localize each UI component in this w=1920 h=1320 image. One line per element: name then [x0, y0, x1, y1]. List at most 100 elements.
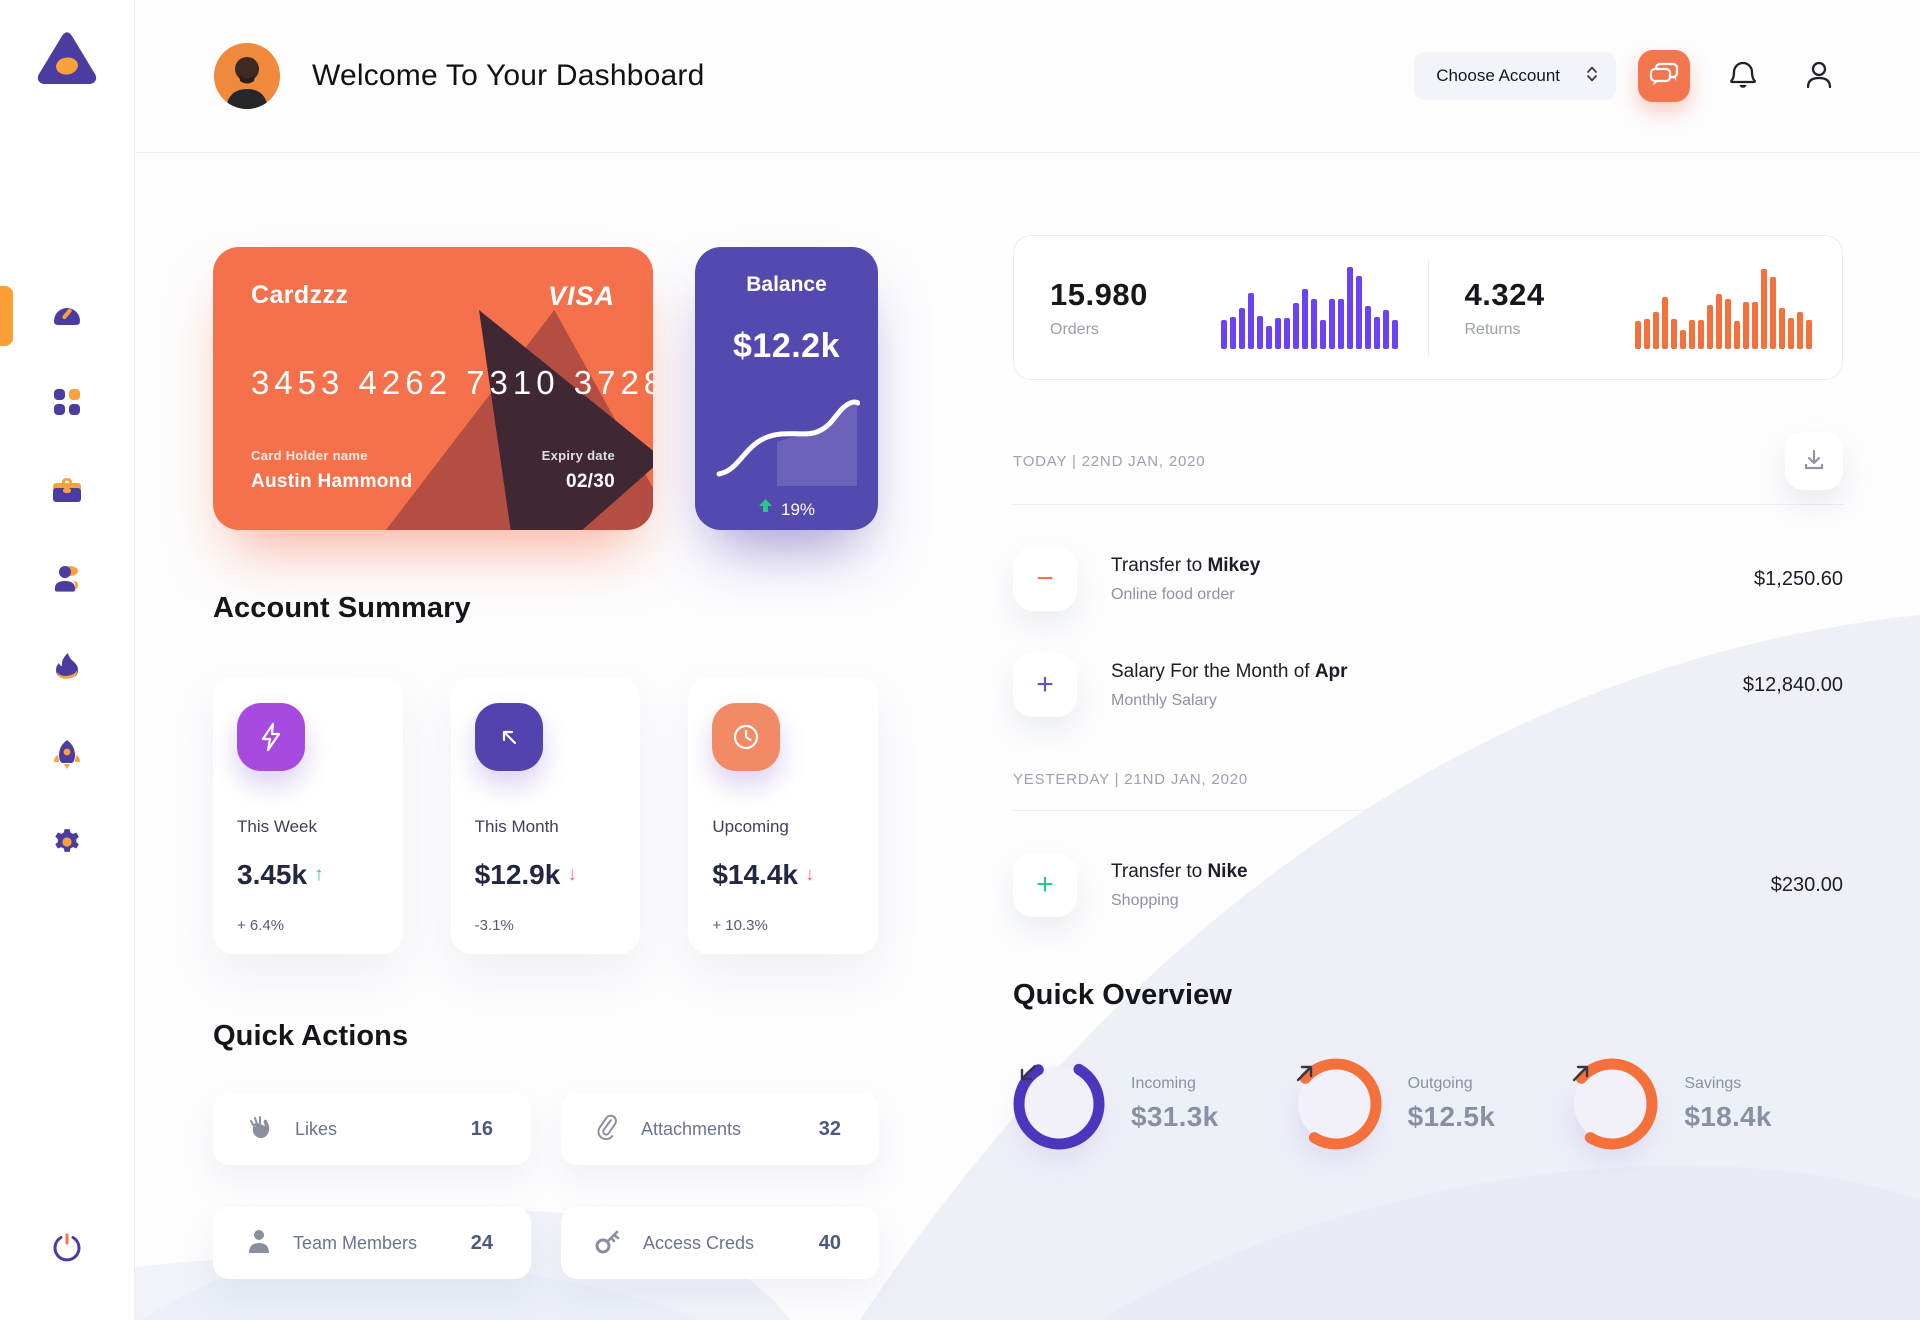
card-expiry-label: Expiry date [541, 448, 615, 463]
returns-value: 4.324 [1464, 276, 1545, 312]
cards-row: Cardzzz VISA 3453 4262 7310 3728 Card Ho… [213, 247, 878, 530]
summary-percent: + 6.4% [237, 917, 285, 934]
balance-amount: $12.2k [733, 327, 840, 365]
summary-value: $14.4k [712, 859, 798, 890]
action-label: Access Creds [643, 1232, 755, 1253]
overview-savings: Savings $18.4k [1566, 1058, 1843, 1150]
sidebar-item-dashboard[interactable] [0, 272, 134, 360]
arrow-up-right-icon [1290, 1058, 1382, 1150]
account-selector-label: Choose Account [1436, 66, 1560, 85]
rocket-icon [53, 739, 81, 774]
app-logo triangle-logo[interactable] [36, 30, 98, 86]
divider [1013, 504, 1843, 505]
tx-row-nike[interactable]: + Transfer to Nike Shopping $230.00 [1013, 853, 1843, 917]
team-icon [52, 564, 82, 597]
tx-row-salary[interactable]: + Salary For the Month of Apr Monthly Sa… [1013, 653, 1843, 717]
credit-card: Cardzzz VISA 3453 4262 7310 3728 Card Ho… [213, 247, 653, 530]
chat-button[interactable] [1638, 50, 1690, 102]
grid-icon [53, 388, 81, 421]
action-attachments[interactable]: Attachments 32 [561, 1093, 879, 1165]
left-column: Cardzzz VISA 3453 4262 7310 3728 Card Ho… [213, 247, 879, 1279]
tx-title: Transfer to Nike [1111, 860, 1248, 882]
sidebar-item-team[interactable] [0, 536, 134, 624]
incoming-ring [1013, 1058, 1105, 1150]
card-name: Cardzzz [251, 281, 349, 309]
balance-title: Balance [746, 273, 827, 296]
tx-title: Salary For the Month of Apr [1111, 660, 1348, 682]
tx-date-today: TODAY | 22ND JAN, 2020 [1013, 452, 1206, 470]
quick-actions-title: Quick Actions [213, 1020, 409, 1052]
summary-card-this-month: This Month $12.9k ↓ -3.1% [450, 677, 641, 954]
plus-icon: + [1013, 653, 1077, 717]
chevron-up-down-icon [1586, 65, 1598, 88]
tx-row-mikey[interactable]: − Transfer to Mikey Online food order $1… [1013, 547, 1843, 611]
sidebar-item-apps[interactable] [0, 360, 134, 448]
summary-label: This Week [237, 817, 317, 836]
summary-value: $12.9k [474, 859, 561, 890]
content: Cardzzz VISA 3453 4262 7310 3728 Card Ho… [136, 153, 1920, 1279]
tx-section-header: YESTERDAY | 21ND JAN, 2020 [1013, 771, 1843, 788]
balance-change: 19% [780, 499, 816, 519]
card-number: 3453 4262 7310 3728 [251, 364, 653, 401]
arrow-up-left-icon [474, 703, 543, 771]
power-icon [52, 1233, 82, 1268]
action-count: 16 [470, 1117, 493, 1140]
right-column: 15.980 Orders 4.324 Returns [1013, 235, 1843, 1279]
balance-card: Balance $12.2k [695, 247, 878, 530]
sidebar-item-logout[interactable] [0, 1233, 134, 1268]
page-title: Welcome To Your Dashboard [312, 59, 705, 92]
sidebar-item-settings[interactable] [0, 800, 134, 888]
action-count: 32 [818, 1117, 841, 1140]
tx-amount: $1,250.60 [1754, 567, 1843, 590]
quick-overview-title: Quick Overview [1013, 979, 1233, 1011]
returns-bar-chart [1635, 267, 1812, 349]
person-icon [247, 1228, 271, 1259]
orders-bar-chart [1220, 266, 1398, 349]
tx-amount: $230.00 [1770, 873, 1843, 896]
action-team-members[interactable]: Team Members 24 [213, 1207, 531, 1279]
key-icon [595, 1228, 621, 1259]
tx-title: Transfer to Mikey [1111, 554, 1261, 576]
overview-label: Outgoing [1407, 1075, 1473, 1092]
balance-sparkline [713, 378, 861, 493]
trend-down-arrow: ↓ [567, 864, 577, 885]
overview-value: $31.3k [1131, 1101, 1219, 1132]
tx-subtitle: Online food order [1111, 585, 1235, 603]
account-selector[interactable]: Choose Account [1414, 52, 1616, 100]
orders-returns-card: 15.980 Orders 4.324 Returns [1013, 235, 1843, 380]
download-button[interactable] [1785, 432, 1843, 490]
notifications-button[interactable] [1720, 53, 1766, 99]
arrow-up-right-icon [1566, 1058, 1658, 1150]
profile-button[interactable] [1796, 53, 1842, 99]
clock-icon [712, 703, 781, 771]
account-summary-title: Account Summary [213, 592, 471, 624]
card-holder-name: Austin Hammond [251, 471, 413, 492]
quick-overview-row: Incoming $31.3k [1013, 1058, 1843, 1150]
user-icon [1805, 60, 1833, 93]
outgoing-ring [1290, 1058, 1382, 1150]
tx-section-header: TODAY | 22ND JAN, 2020 [1013, 432, 1843, 490]
summary-percent: + 10.3% [712, 917, 768, 934]
speedometer-icon [52, 301, 82, 332]
action-label: Attachments [641, 1118, 742, 1139]
sidebar-item-projects[interactable] [0, 448, 134, 536]
action-access-creds[interactable]: Access Creds 40 [561, 1207, 879, 1279]
card-holder-label: Card Holder name [251, 448, 368, 463]
summary-label: Upcoming [712, 817, 789, 836]
minus-icon: − [1013, 547, 1077, 611]
sidebar-item-activity[interactable] [0, 624, 134, 712]
action-likes[interactable]: Likes 16 [213, 1093, 531, 1165]
visa-logo: VISA [547, 281, 615, 311]
quick-actions-grid: Likes 16 Attachments 32 [213, 1093, 879, 1279]
plus-icon: + [1013, 853, 1077, 917]
user-avatar[interactable] [214, 43, 280, 109]
orders-stat: 15.980 Orders [1014, 266, 1428, 349]
arrow-up-icon [758, 499, 773, 520]
sidebar-item-launch[interactable] [0, 712, 134, 800]
flame-icon [53, 652, 81, 685]
overview-label: Incoming [1131, 1075, 1196, 1092]
overview-incoming: Incoming $31.3k [1013, 1058, 1290, 1150]
action-label: Likes [295, 1118, 338, 1139]
download-icon [1802, 448, 1826, 475]
